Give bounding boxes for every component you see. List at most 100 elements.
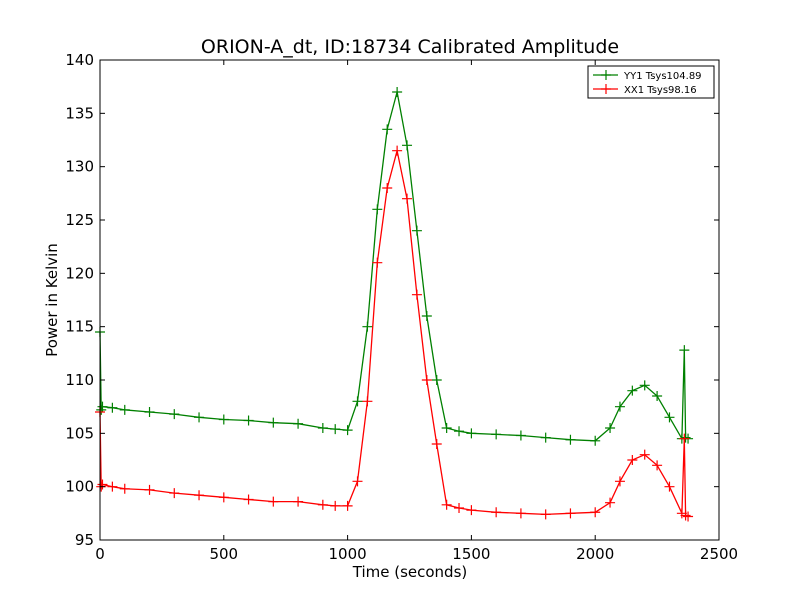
data-point-marker: [540, 432, 551, 443]
data-point-marker: [639, 380, 650, 391]
y-tick-label: 135: [65, 104, 94, 122]
data-point-marker: [392, 87, 403, 97]
data-point-marker: [441, 423, 452, 433]
data-point-marker: [680, 510, 691, 521]
legend: YY1 Tsys104.89 XX1 Tsys98.16: [587, 65, 715, 99]
y-tick-label: 115: [65, 318, 94, 336]
x-axis-label: Time (seconds): [352, 563, 468, 581]
legend-box: [587, 65, 715, 99]
x-tick-label: 1500: [452, 545, 490, 563]
data-point-marker: [466, 505, 477, 516]
x-tick-label: 0: [95, 545, 105, 563]
data-point-marker: [97, 479, 108, 490]
data-point-marker: [402, 140, 413, 151]
data-point-marker: [605, 423, 616, 433]
data-point-marker: [679, 345, 690, 356]
series-layer: [95, 87, 694, 522]
data-point-marker: [97, 401, 108, 412]
data-point-marker: [107, 481, 118, 492]
data-point-marker: [652, 391, 663, 401]
data-point-marker: [411, 289, 422, 300]
data-point-marker: [362, 321, 373, 332]
data-point-marker: [491, 507, 502, 518]
data-point-marker: [614, 476, 625, 487]
data-point-marker: [540, 509, 551, 520]
data-point-marker: [317, 499, 328, 510]
data-point-marker: [565, 434, 576, 445]
data-point-marker: [590, 507, 601, 518]
data-point-marker: [362, 396, 373, 407]
data-point-marker: [683, 511, 694, 522]
y-tick-label: 120: [65, 264, 94, 282]
data-point-marker: [565, 508, 576, 519]
y-tick-label: 95: [75, 531, 94, 549]
data-point-marker: [664, 481, 675, 492]
plot-area: [100, 60, 719, 540]
x-tick-label: 2000: [576, 545, 614, 563]
data-point-marker: [218, 414, 229, 425]
legend-entry-label: XX1 Tsys98.16: [624, 85, 697, 96]
data-point-marker: [218, 492, 229, 503]
data-point-marker: [431, 375, 442, 385]
data-point-marker: [515, 430, 526, 441]
data-point-marker: [382, 183, 393, 193]
data-point-marker: [454, 503, 465, 513]
data-point-marker: [293, 418, 304, 429]
data-point-marker: [119, 483, 130, 494]
y-tick-label: 100: [65, 478, 94, 496]
y-tick-label: 130: [65, 158, 94, 176]
plot-frame: [99, 59, 720, 541]
data-point-marker: [680, 432, 691, 443]
y-axis-label: Power in Kelvin: [43, 243, 61, 357]
data-point-marker: [402, 193, 413, 204]
data-point-marker: [627, 455, 638, 465]
x-tick-label: 2500: [700, 545, 738, 563]
legend-marker: [601, 84, 611, 94]
data-point-marker: [491, 429, 502, 440]
data-point-marker: [466, 428, 477, 439]
x-tick-label: 500: [209, 545, 238, 563]
data-point-marker: [411, 225, 422, 236]
data-point-marker: [169, 488, 180, 499]
legend-marker: [601, 70, 611, 80]
data-point-marker: [441, 499, 452, 510]
data-point-marker: [268, 417, 279, 428]
y-tick-label: 140: [65, 51, 94, 69]
data-point-marker: [144, 407, 155, 417]
y-tick-label: 110: [65, 371, 94, 389]
data-point-marker: [431, 439, 442, 449]
legend-entry-label: YY1 Tsys104.89: [623, 71, 702, 82]
data-point-marker: [317, 423, 328, 433]
data-point-marker: [372, 204, 383, 215]
data-point-marker: [392, 145, 403, 156]
data-point-marker: [268, 496, 279, 507]
data-point-marker: [119, 404, 130, 415]
data-point-marker: [652, 460, 663, 471]
data-point-marker: [352, 396, 363, 407]
plot-background: [100, 60, 719, 540]
data-point-marker: [590, 435, 601, 446]
data-point-marker: [614, 401, 625, 412]
data-point-marker: [605, 497, 616, 508]
data-point-marker: [144, 484, 155, 495]
data-point-marker: [342, 500, 353, 511]
data-point-marker: [194, 490, 205, 501]
data-point-marker: [169, 409, 180, 420]
axes-layer: 0 500 1000 1500 2000 2500 95 100 105 110 115 120 125…: [65, 51, 738, 563]
data-point-marker: [352, 476, 363, 487]
data-point-marker: [330, 500, 341, 511]
data-point-marker: [107, 402, 118, 413]
data-point-marker: [454, 426, 465, 437]
series-2: [95, 145, 694, 522]
data-point-marker: [293, 496, 304, 507]
data-point-marker: [679, 433, 690, 444]
data-point-marker: [243, 494, 254, 505]
data-point-marker: [664, 412, 675, 423]
data-point-marker: [342, 425, 353, 436]
data-point-marker: [515, 508, 526, 519]
chart-title: ORION-A_dt, ID:18734 Calibrated Amplitud…: [201, 36, 619, 58]
data-point-marker: [194, 412, 205, 423]
data-point-marker: [372, 257, 383, 268]
data-point-marker: [421, 311, 432, 321]
